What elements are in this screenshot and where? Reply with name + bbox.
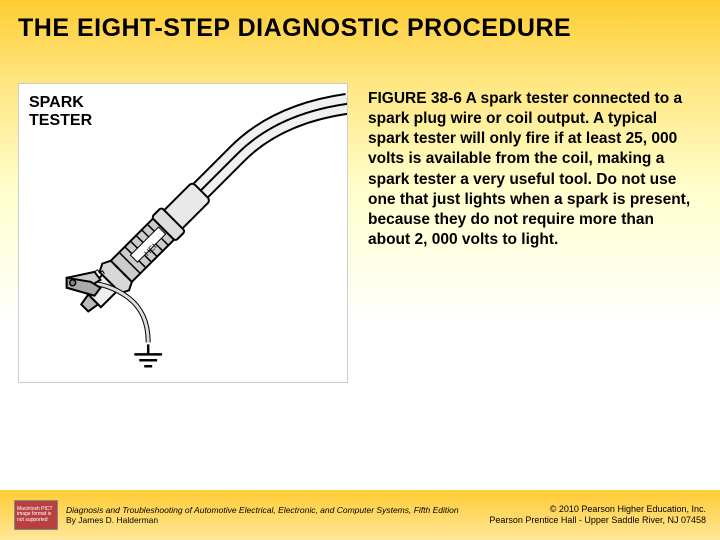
copyright-line1: © 2010 Pearson Higher Education, Inc. (550, 504, 706, 514)
figure-number: FIGURE 38-6 (368, 90, 462, 107)
figure-caption-body: A spark tester connected to a spark plug… (368, 90, 690, 248)
spark-tester-diagram: HEI (19, 84, 347, 382)
book-title: Diagnosis and Troubleshooting of Automot… (66, 505, 459, 515)
footer-bar: Macintosh PICT image format is not suppo… (0, 490, 720, 540)
content-row: SPARK TESTER HEI (0, 43, 720, 383)
mac-pict-badge: Macintosh PICT image format is not suppo… (14, 500, 58, 530)
figure-box: SPARK TESTER HEI (18, 83, 348, 383)
copyright-line2: Pearson Prentice Hall - Upper Saddle Riv… (489, 515, 706, 525)
page-title: THE EIGHT-STEP DIAGNOSTIC PROCEDURE (0, 0, 720, 43)
footer-left: Macintosh PICT image format is not suppo… (14, 500, 459, 530)
footer-right: © 2010 Pearson Higher Education, Inc. Pe… (489, 504, 706, 527)
figure-caption: FIGURE 38-6 A spark tester connected to … (368, 83, 698, 383)
book-info: Diagnosis and Troubleshooting of Automot… (66, 505, 459, 525)
book-author: By James D. Halderman (66, 515, 158, 525)
